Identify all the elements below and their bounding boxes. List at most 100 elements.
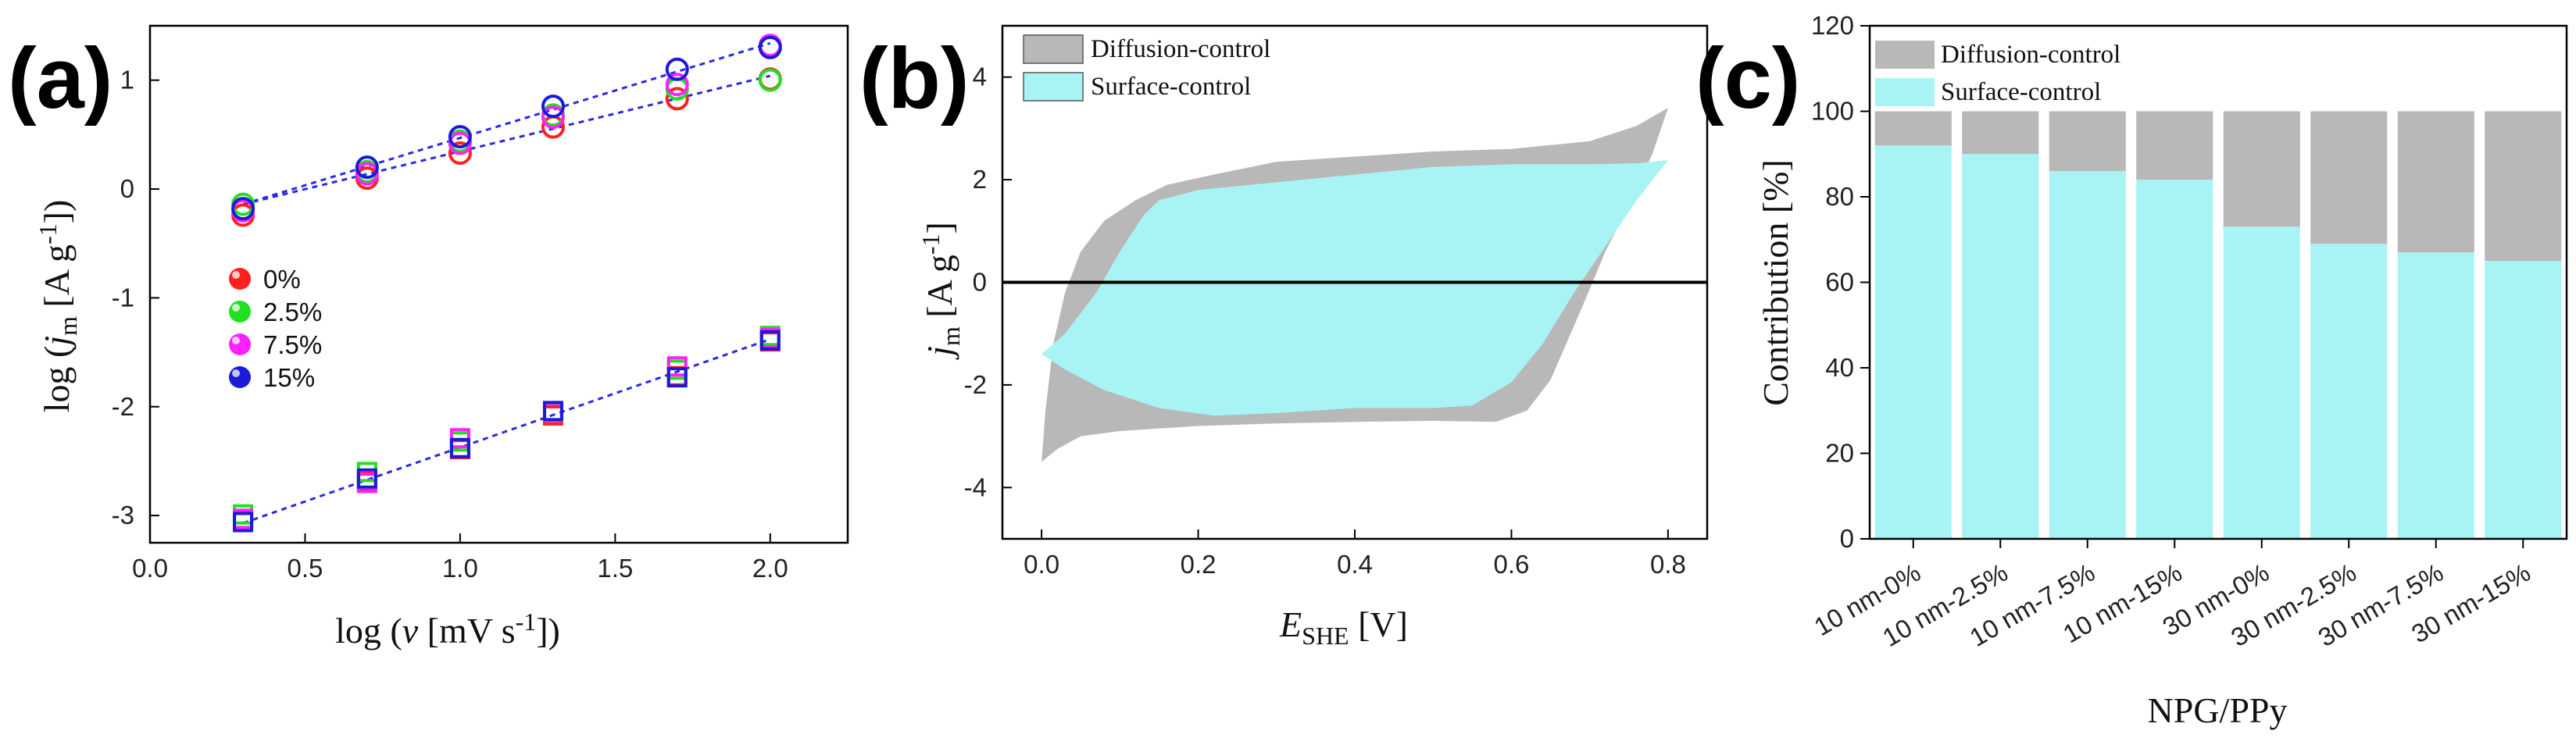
bar-surface-control: [2397, 252, 2474, 539]
fit-line-a: [242, 74, 771, 206]
y-tick-label-a: -1: [112, 283, 134, 312]
x-tick-label-b: 0.2: [1181, 550, 1217, 579]
legend-marker-highlight: [232, 304, 240, 312]
x-axis-title-a: log (ν [mV s-1]): [335, 608, 560, 651]
bar-surface-control: [2136, 180, 2213, 539]
x-tick-label-a: 1.5: [597, 554, 633, 583]
x-tick-label-a: 2.0: [752, 554, 788, 583]
bar-diffusion-control: [2485, 111, 2562, 262]
x-tick-label-a: 0.5: [288, 554, 323, 583]
square-marker-15%: [666, 367, 688, 388]
fit-line-a: [242, 337, 771, 525]
legend-label-b: Diffusion-control: [1091, 35, 1270, 63]
legend-swatch-diffusion: [1875, 41, 1935, 69]
legend-marker-highlight: [232, 271, 240, 279]
y-axis-title-c: Contribution [%]: [1756, 159, 1795, 406]
legend-marker-15%: [229, 366, 251, 388]
x-axis-title-c: NPG/PPy: [2148, 690, 2288, 730]
legend-label-b: Surface-control: [1091, 73, 1251, 101]
y-tick-label-a: 1: [120, 66, 134, 94]
legend-label-a: 0%: [263, 265, 301, 294]
legend-label-c: Diffusion-control: [1941, 41, 2120, 69]
plot-frame-a: [148, 24, 849, 544]
panel-c-chart: 10 nm-0%10 nm-2.5%10 nm-7.5%10 nm-15%30 …: [1756, 11, 2568, 730]
circle-marker-7.5%: [541, 105, 565, 130]
plot-area-b: 0.0 0.2 0.4 0.6 0.8 -4 -2 0 2 4 Diffusion-control S…: [964, 24, 1709, 579]
legend-marker-7.5%: [229, 333, 251, 355]
y-tick-label-c: 80: [1825, 182, 1854, 211]
y-tick-label-c: 120: [1811, 11, 1854, 40]
legend-swatch-surface: [1875, 78, 1935, 106]
square-marker-15%: [759, 330, 781, 351]
circle-marker-2.5%: [758, 68, 782, 92]
circle-marker-7.5%: [665, 73, 689, 97]
y-tick-label-c: 20: [1825, 439, 1854, 468]
bar-diffusion-control: [2049, 111, 2126, 172]
y-axis-title-a: log (jm [A g-1]): [34, 200, 82, 413]
bar-diffusion-control: [2223, 111, 2300, 227]
circle-marker-15%: [448, 125, 472, 149]
y-axis-title-b: jm [A g-1]: [916, 222, 965, 360]
x-tick-label-b: 0.8: [1650, 550, 1686, 579]
plot-area-a: 0.0 0.5 1.0 1.5 2.0 -3 -2 -1 0 1 0% 2.5% 7.5% 15%: [112, 24, 849, 583]
x-tick-label-a: 0.0: [132, 554, 168, 583]
circle-marker-15%: [665, 57, 689, 81]
panel-a-label: (a): [8, 30, 113, 127]
y-tick-label-b: 0: [973, 268, 987, 297]
circle-marker-15%: [231, 197, 255, 221]
bar-diffusion-control: [2397, 111, 2474, 253]
bar-surface-control: [1962, 154, 2039, 539]
legend-marker-0%: [229, 268, 251, 290]
square-marker-15%: [449, 437, 470, 458]
x-tick-label-b: 0.6: [1494, 550, 1530, 579]
x-tick-label-b: 0.4: [1337, 550, 1373, 579]
circle-marker-15%: [758, 35, 782, 59]
x-tick-label-b: 0.0: [1024, 550, 1059, 579]
x-tick-label-a: 1.0: [442, 554, 478, 583]
circle-marker-0%: [665, 87, 689, 111]
legend-marker-highlight: [232, 337, 240, 344]
circle-marker-15%: [355, 155, 379, 180]
y-tick-label-a: -2: [112, 392, 134, 421]
square-marker-15%: [356, 468, 377, 489]
area-surface-control: [1041, 160, 1668, 416]
bar-diffusion-control: [2310, 111, 2388, 244]
bar-diffusion-control: [2136, 111, 2213, 180]
bar-surface-control: [2485, 261, 2562, 539]
legend-label-a: 7.5%: [263, 330, 322, 359]
bar-surface-control: [2049, 171, 2126, 539]
legend-label-a: 2.5%: [263, 298, 322, 326]
y-tick-label-c: 100: [1811, 97, 1854, 126]
legend-marker-highlight: [232, 369, 240, 377]
y-tick-label-b: -2: [964, 370, 987, 399]
bar-surface-control: [1874, 145, 1952, 540]
y-tick-label-b: 2: [973, 165, 987, 194]
panel-a-chart: 0.0 0.5 1.0 1.5 2.0 -3 -2 -1 0 1 0% 2.5% 7.5% 15% log…: [34, 24, 849, 651]
legend-swatch-surface: [1023, 72, 1084, 102]
panel-c-label: (c): [1695, 30, 1800, 127]
square-marker-15%: [542, 401, 563, 422]
circle-marker-0%: [448, 141, 472, 166]
y-tick-label-b: -4: [964, 472, 987, 501]
panel-b-label: (b): [859, 30, 969, 127]
y-tick-label-c: 0: [1840, 524, 1854, 553]
plot-area-c: 10 nm-0%10 nm-2.5%10 nm-7.5%10 nm-15%30 …: [1756, 11, 2568, 730]
legend-label-a: 15%: [263, 363, 315, 392]
x-axis-title-b: ESHE [V]: [1279, 604, 1408, 650]
circle-marker-7.5%: [448, 131, 472, 155]
y-tick-label-c: 40: [1825, 353, 1854, 382]
bar-surface-control: [2223, 226, 2300, 539]
bar-diffusion-control: [1874, 111, 1952, 146]
bar-surface-control: [2310, 244, 2388, 539]
bar-diffusion-control: [1962, 111, 2039, 155]
square-marker-7.5%: [666, 356, 688, 377]
square-marker-15%: [233, 512, 254, 533]
legend-label-c: Surface-control: [1941, 78, 2101, 106]
legend-marker-2.5%: [229, 301, 251, 323]
y-tick-label-a: 0: [120, 174, 134, 203]
circle-marker-7.5%: [355, 162, 379, 186]
y-tick-label-b: 4: [973, 62, 987, 91]
circle-marker-15%: [541, 94, 565, 119]
y-tick-label-a: -3: [112, 501, 134, 529]
